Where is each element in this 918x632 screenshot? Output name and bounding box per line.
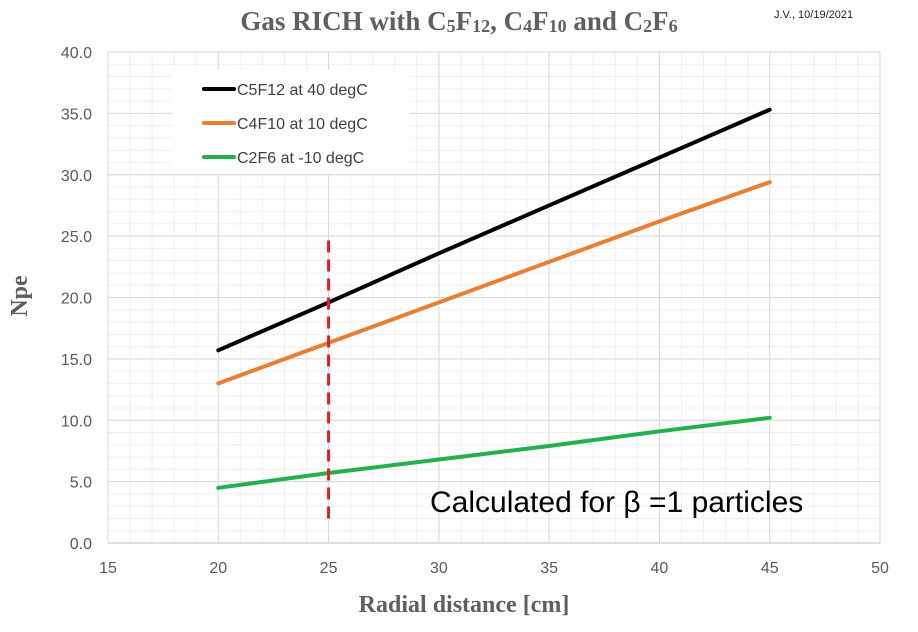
title-text: Gas RICH with C5F12, C4F10 and C2F6 (240, 6, 678, 36)
annotation-text: Calculated for β =1 particles (430, 486, 803, 519)
x-tick-labels: 15 20 25 30 35 40 45 50 (99, 560, 889, 577)
y-tick-label: 30.0 (61, 168, 92, 185)
x-tick-label: 50 (871, 560, 889, 577)
y-tick-label: 5.0 (70, 475, 92, 492)
x-tick-label: 25 (320, 560, 338, 577)
series-line-2 (216, 180, 772, 386)
x-tick-label: 20 (209, 560, 227, 577)
x-tick-label: 40 (651, 560, 669, 577)
y-tick-label: 35.0 (61, 106, 92, 123)
y-tick-label: 25.0 (61, 229, 92, 246)
legend-label-2: C4F10 at 10 degC (237, 116, 368, 133)
x-tick-label: 30 (430, 560, 448, 577)
x-tick-label: 15 (99, 560, 117, 577)
legend-label-3: C2F6 at -10 degC (237, 150, 364, 167)
y-tick-labels: 0.0 5.0 10.0 15.0 20.0 25.0 30.0 35.0 40.0 (61, 45, 92, 553)
series-lines (216, 107, 772, 490)
author-date-credit: J.V., 10/19/2021 (774, 9, 854, 21)
y-tick-label: 40.0 (61, 45, 92, 62)
x-tick-label: 45 (761, 560, 779, 577)
y-tick-label: 10.0 (61, 413, 92, 430)
x-tick-label: 35 (540, 560, 558, 577)
legend-label-1: C5F12 at 40 degC (237, 82, 368, 99)
y-tick-label: 20.0 (61, 291, 92, 308)
y-axis-label: Npe (7, 275, 33, 317)
y-tick-label: 0.0 (70, 536, 92, 553)
series-line-1 (216, 107, 772, 353)
chart-title: Gas RICH with C5F12, C4F10 and C2F6 (0, 6, 918, 37)
y-tick-label: 15.0 (61, 352, 92, 369)
legend: C5F12 at 40 degC C4F10 at 10 degC C2F6 at … (202, 82, 368, 167)
x-axis-label: Radial distance [cm] (359, 592, 570, 618)
series-line-3 (216, 415, 772, 490)
